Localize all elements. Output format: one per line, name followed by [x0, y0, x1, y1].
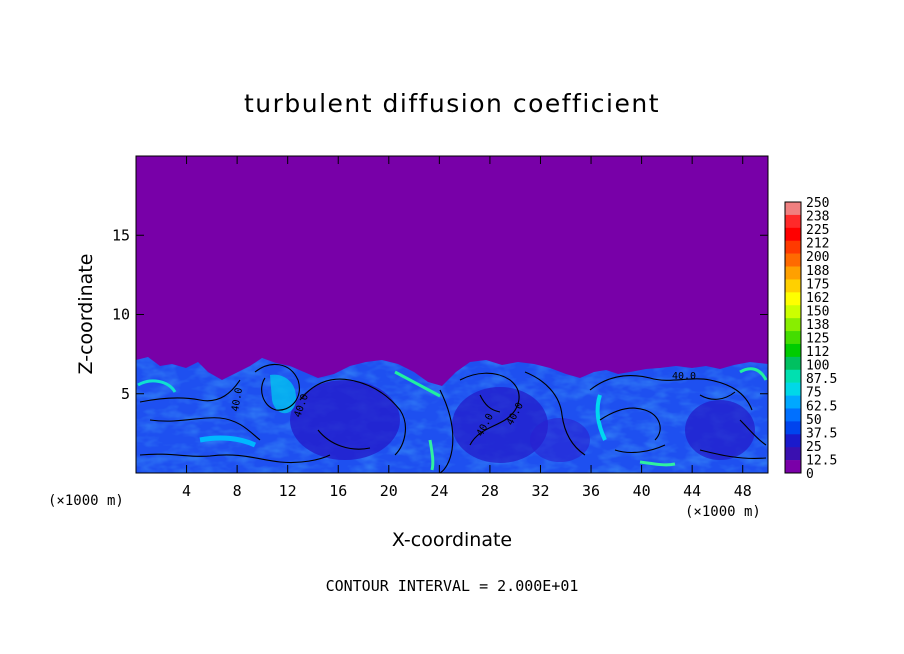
colorbar-swatch — [785, 356, 801, 371]
colorbar-swatch — [785, 266, 801, 280]
colorbar-swatch — [785, 202, 801, 216]
y-tick-label: 15 — [112, 226, 130, 244]
x-tick-label: 4 — [182, 482, 191, 500]
colorbar-swatch — [785, 253, 801, 267]
colorbar: 2502382252122001881751621501381251121008… — [784, 196, 837, 482]
colorbar-swatch — [785, 318, 801, 332]
colorbar-label: 87.5 — [806, 372, 837, 387]
colorbar-swatch — [785, 279, 801, 293]
colorbar-label: 100 — [806, 359, 829, 374]
contour-label: 40.0 — [230, 387, 245, 413]
colorbar-swatch — [785, 434, 801, 448]
colorbar-swatch — [785, 460, 801, 474]
colorbar-swatch — [785, 408, 801, 422]
colorbar-label: 188 — [806, 264, 829, 279]
y-axis-label: Z-coordinate — [75, 254, 97, 375]
colorbar-swatch — [785, 343, 801, 358]
colorbar-label: 62.5 — [806, 399, 837, 414]
x-tick-label: 12 — [279, 482, 297, 500]
colorbar-swatch — [785, 240, 801, 254]
x-tick-label: 32 — [531, 482, 549, 500]
colorbar-label: 250 — [806, 196, 829, 211]
colorbar-label: 112 — [806, 345, 829, 360]
colorbar-swatch — [785, 214, 801, 229]
x-tick-label: 16 — [329, 482, 347, 500]
y-tick-label: 5 — [121, 385, 130, 403]
x-tick-label: 28 — [481, 482, 499, 500]
x-tick-label: 36 — [582, 482, 600, 500]
y-tick-label: 10 — [112, 306, 130, 324]
x-tick-label: 44 — [683, 482, 701, 500]
colorbar-label: 150 — [806, 304, 829, 319]
colorbar-label: 200 — [806, 250, 829, 265]
colorbar-label: 212 — [806, 237, 829, 252]
x-axis-label: X-coordinate — [392, 529, 512, 551]
colorbar-swatch — [785, 227, 801, 242]
colorbar-swatch — [785, 331, 801, 345]
colorbar-label: 0 — [806, 467, 814, 482]
colorbar-label: 25 — [806, 440, 822, 455]
x-tick-label: 40 — [633, 482, 651, 500]
contour-label: 40.0 — [672, 371, 696, 382]
turbulent-layer: 40.0 40.0 40.0 40.0 40.0 — [136, 357, 768, 473]
x-tick-label: 48 — [734, 482, 752, 500]
colorbar-swatch — [785, 382, 801, 396]
colorbar-frame — [784, 201, 802, 474]
x-tick-label: 24 — [430, 482, 448, 500]
colorbar-label: 175 — [806, 277, 829, 292]
colorbar-swatch — [785, 421, 801, 435]
x-tick-label: 8 — [233, 482, 242, 500]
colorbar-label: 50 — [806, 413, 822, 428]
colorbar-label: 75 — [806, 386, 822, 401]
colorbar-label: 238 — [806, 210, 829, 225]
x-axis: 4 8 12 16 20 24 28 32 36 40 44 48 — [182, 156, 752, 500]
x-tick-label: 20 — [380, 482, 398, 500]
colorbar-label: 162 — [806, 291, 829, 306]
colorbar-label: 225 — [806, 223, 829, 238]
x-unit-label-left: (×1000 m) — [48, 493, 124, 509]
x-unit-label-right: (×1000 m) — [685, 504, 761, 520]
colorbar-swatch — [785, 395, 801, 409]
y-axis: 5 10 15 — [112, 226, 768, 403]
colorbar-label: 12.5 — [806, 453, 837, 468]
colorbar-label: 37.5 — [806, 426, 837, 441]
colorbar-swatch — [785, 305, 801, 319]
contour-interval-label: CONTOUR INTERVAL = 2.000E+01 — [326, 577, 579, 595]
colorbar-swatch — [785, 369, 801, 383]
colorbar-label: 138 — [806, 318, 829, 333]
chart-title: turbulent diffusion coefficient — [244, 89, 660, 118]
colorbar-swatch — [785, 447, 801, 461]
colorbar-label: 125 — [806, 332, 829, 347]
colorbar-swatch — [785, 292, 801, 306]
